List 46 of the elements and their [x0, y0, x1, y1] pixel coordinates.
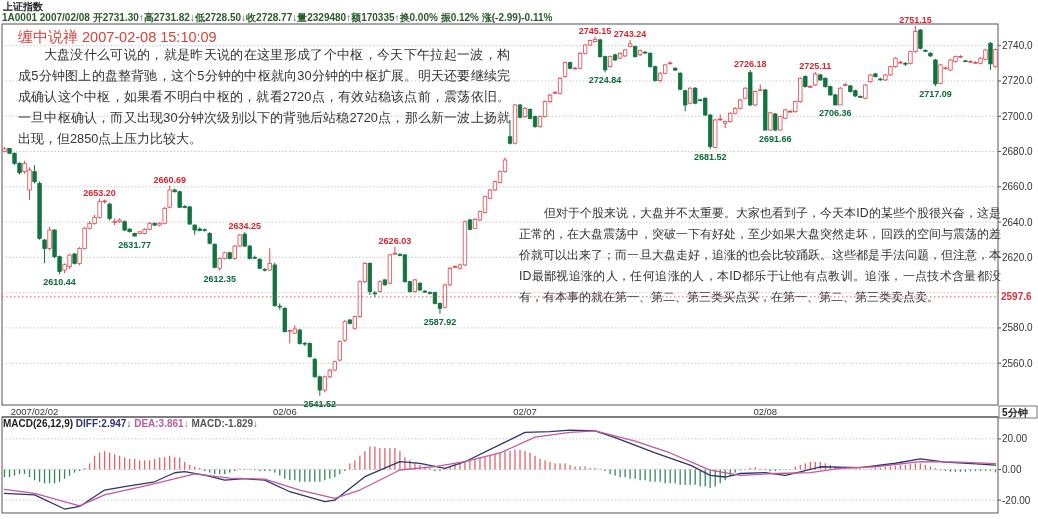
y-tick-label: 2660.0 [1002, 181, 1034, 193]
y-tick-label: 0.00 [1002, 464, 1022, 476]
annotation: 2706.36 [819, 108, 852, 119]
x-tick-label: 02/07 [513, 406, 537, 417]
y-tick-label: -20.00 [1002, 494, 1031, 506]
ref-line-label: 2597.6 [1001, 291, 1033, 303]
annotation: 2724.84 [588, 75, 622, 86]
annotation: MACD:-1.829↓ [191, 418, 259, 429]
annotation: DEA:3.861↓ [134, 418, 192, 429]
y-tick-label: 2580.0 [1002, 322, 1034, 334]
chart-title: MACD(26,12,9) [3, 418, 76, 429]
text: 5分钟 [1002, 407, 1028, 418]
annotation: 大盘没什么可说的，就是昨天说的在这里形成了个中枢，今天下午拉起一波，构成5分钟图上的盘整背驰，这个5分钟的中枢就向30分钟的中枢扩展。明天还要继续完成确认这个中枢，如果看不明白中枢的，就看2720点，有效站稳该点前，震荡依旧。一旦中枢确认，而又出现30分钟次级别以下的背驰后站稳2720点，那么新一波上扬就出现，但2850点上压力比较大。 [18, 46, 510, 148]
annotation: 2587.92 [423, 316, 457, 327]
y-tick-label: 2640.0 [1002, 216, 1034, 228]
y-tick-label: 2740.0 [1002, 40, 1034, 52]
annotation: 2541.52 [303, 398, 337, 409]
annotation: 2751.15 [899, 15, 932, 26]
annotation: 2660.69 [153, 174, 186, 185]
annotation: 缠中说禅 2007-02-08 15:10:09 [18, 29, 217, 45]
y-tick-label: 2720.0 [1002, 75, 1034, 87]
annotation: 2717.09 [919, 89, 952, 100]
annotation: 2691.66 [759, 133, 792, 144]
y-tick-label: 2620.0 [1002, 251, 1034, 263]
annotation: 2610.44 [43, 277, 76, 288]
annotation: DIFF:2.947↓ [75, 418, 135, 429]
annotation: 但对于个股来说，大盘并不太重要。大家也看到子，今天本ID的某些个股很兴奋，这是正常的，在大盘震荡中，突破一下有好处，至少如果大盘突然走坏，回跌的空间与震荡的差价就可以出来了；而一旦大盘走好，追涨的也会比较踊跃。这些都是手法问题，但注意，本ID最鄙视追涨的人，任何追涨的人，本ID都乐于让他有点教训。追涨，一点技术含量都没有，有本事的就在第一、第二、第三类买点买，在第一、第二、第三类卖点卖。 [519, 205, 1001, 306]
x-tick-label: 02/08 [753, 406, 778, 417]
annotation: 2612.35 [203, 273, 236, 284]
y-tick-label: 20.00 [1002, 433, 1028, 445]
annotation: 2725.11 [799, 60, 832, 71]
chart-title: 上证指数 [2, 0, 44, 12]
y-tick-label: 2700.0 [1002, 110, 1034, 122]
y-tick-label: 2560.0 [1002, 357, 1034, 369]
annotation: 2745.15 [578, 25, 612, 36]
y-tick-label: 2680.0 [1002, 146, 1034, 158]
chart-subtitle: 1A0001 2007/02/08 开2731.30↑高2731.82↓低2728.50↓收2728.77↓量2329480↑额170335↑换0.00% 振0.12% 涨(-2.99)-0.11% [2, 12, 553, 23]
annotation: 2743.24 [613, 28, 647, 39]
annotation: 2634.25 [228, 221, 262, 232]
annotation: 2631.77 [118, 239, 151, 250]
annotation: 2653.20 [83, 187, 116, 198]
annotation: 2681.52 [693, 151, 727, 162]
annotation: 2726.18 [733, 59, 767, 70]
x-tick-label: 02/06 [272, 406, 297, 417]
x-tick-label: 2007/02/02 [10, 406, 59, 417]
annotation: 2626.03 [378, 235, 412, 246]
